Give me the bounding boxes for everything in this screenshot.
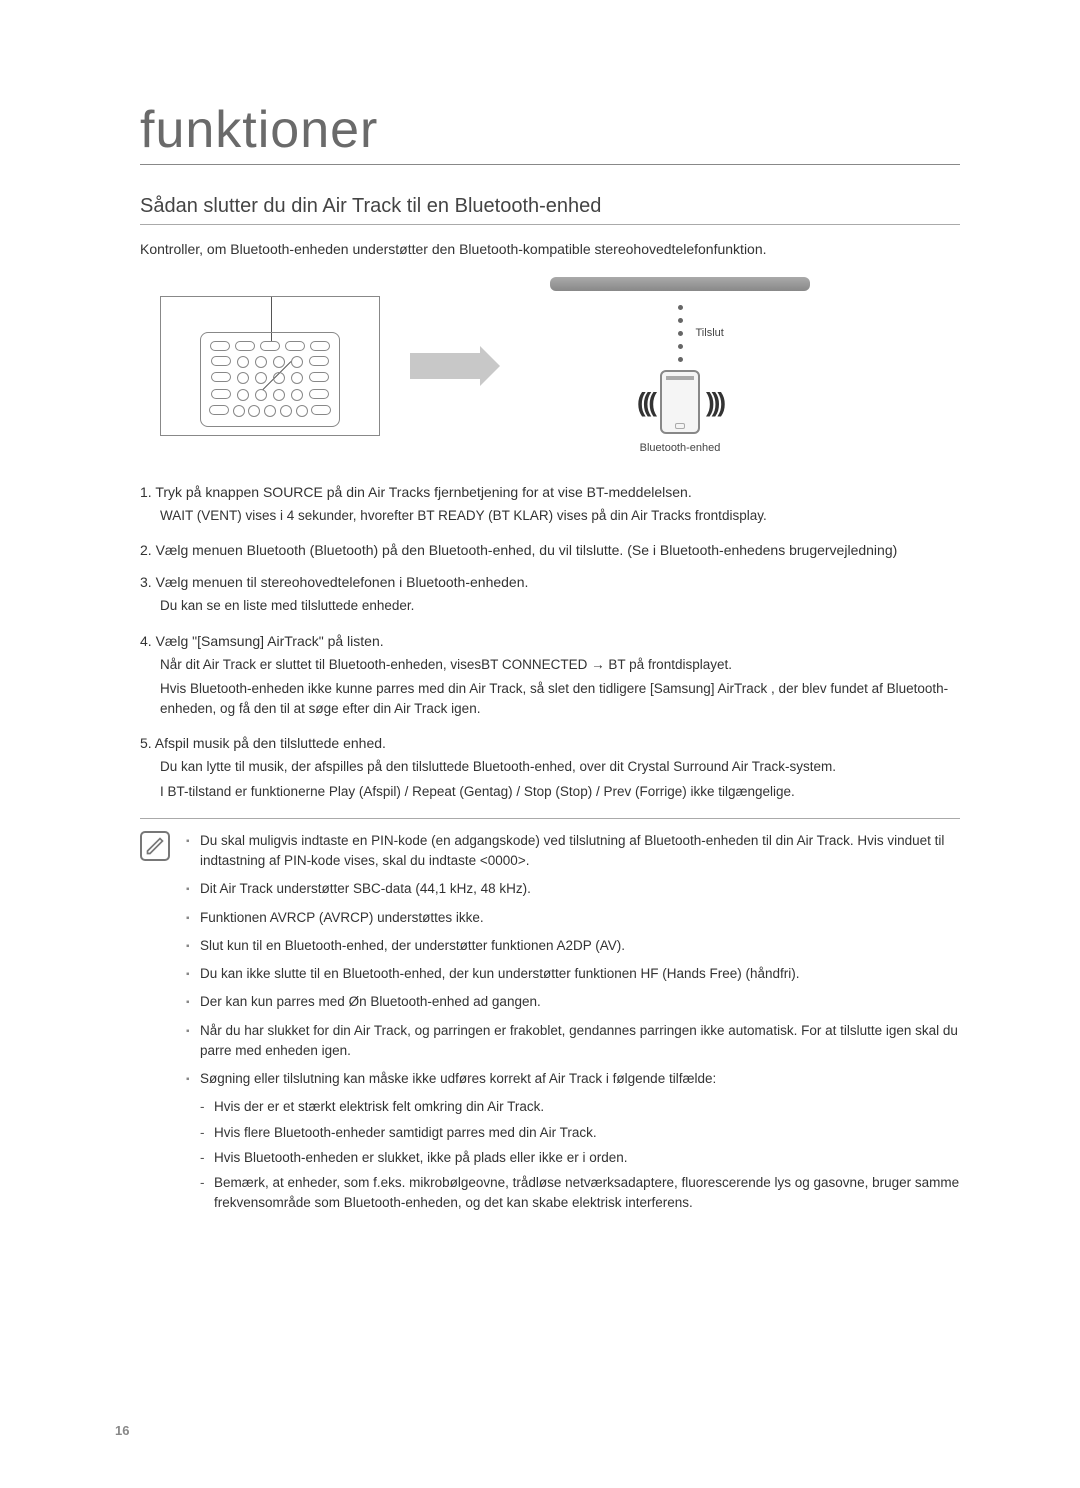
remote-illustration: [160, 296, 380, 436]
phone-icon: [660, 370, 700, 434]
step-sub: WAIT (VENT) vises i 4 sekunder, hvorefte…: [160, 506, 960, 526]
note-item: Dit Air Track understøtter SBC-data (44,…: [186, 879, 960, 899]
chapter-title: funktioner: [140, 100, 960, 165]
step-head: 4. Vælg "[Samsung] AirTrack" på listen.: [140, 633, 960, 649]
note-item: Når du har slukket for din Air Track, og…: [186, 1021, 960, 1062]
note-item: Du kan ikke slutte til en Bluetooth-enhe…: [186, 964, 960, 984]
bluetooth-device-illustration: Tilslut ((( ))) Bluetooth-enhed: [550, 277, 810, 454]
pairing-diagram: Tilslut ((( ))) Bluetooth-enhed: [160, 277, 960, 454]
section-title: Sådan slutter du din Air Track til en Bl…: [140, 195, 960, 225]
note-sub-item: Bemærk, at enheder, som f.eks. mikrobølg…: [186, 1173, 960, 1214]
intro-text: Kontroller, om Bluetooth-enheden underst…: [140, 241, 960, 257]
step-head: 2. Vælg menuen Bluetooth (Bluetooth) på …: [140, 542, 960, 558]
page-number: 16: [115, 1423, 129, 1438]
step-item: 4. Vælg "[Samsung] AirTrack" på listen. N…: [140, 633, 960, 720]
arrow-icon: [410, 353, 480, 379]
note-item: Der kan kun parres med Øn Bluetooth-enhe…: [186, 992, 960, 1012]
notes-list: Du skal muligvis indtaste en PIN-kode (e…: [186, 831, 960, 1219]
wave-left-icon: (((: [637, 387, 654, 418]
note-item: Søgning eller tilslutning kan måske ikke…: [186, 1069, 960, 1089]
note-sub-item: Hvis flere Bluetooth-enheder samtidigt p…: [186, 1123, 960, 1143]
soundbar-icon: [550, 277, 810, 291]
step-item: 5. Afspil musik på den tilsluttede enhed…: [140, 735, 960, 802]
wave-right-icon: ))): [706, 387, 723, 418]
step-item: 2. Vælg menuen Bluetooth (Bluetooth) på …: [140, 542, 960, 558]
bt-device-label: Bluetooth-enhed: [640, 442, 721, 454]
note-sub-item: Hvis der er et stærkt elektrisk felt omk…: [186, 1097, 960, 1117]
step-item: 3. Vælg menuen til stereohovedtelefonen …: [140, 574, 960, 616]
step-sub: Du kan lytte til musik, der afspilles på…: [160, 757, 960, 777]
step-sub: I BT-tilstand er funktionerne Play (Afsp…: [160, 782, 960, 802]
step-head: 3. Vælg menuen til stereohovedtelefonen …: [140, 574, 960, 590]
notes-section: Du skal muligvis indtaste en PIN-kode (e…: [140, 818, 960, 1219]
step-head: 1. Tryk på knappen SOURCE på din Air Tra…: [140, 484, 960, 500]
note-sub-item: Hvis Bluetooth-enheden er slukket, ikke …: [186, 1148, 960, 1168]
step-sub: Du kan se en liste med tilsluttede enhed…: [160, 596, 960, 616]
step-head: 5. Afspil musik på den tilsluttede enhed…: [140, 735, 960, 751]
step-sub: Når dit Air Track er sluttet til Bluetoo…: [160, 655, 960, 675]
step-item: 1. Tryk på knappen SOURCE på din Air Tra…: [140, 484, 960, 526]
connect-label: Tilslut: [696, 327, 724, 339]
note-item: Slut kun til en Bluetooth-enhed, der und…: [186, 936, 960, 956]
note-icon: [140, 831, 170, 861]
steps-list: 1. Tryk på knappen SOURCE på din Air Tra…: [140, 484, 960, 802]
note-item: Funktionen AVRCP (AVRCP) understøttes ik…: [186, 908, 960, 928]
note-item: Du skal muligvis indtaste en PIN-kode (e…: [186, 831, 960, 872]
step-sub: Hvis Bluetooth-enheden ikke kunne parres…: [160, 679, 960, 720]
